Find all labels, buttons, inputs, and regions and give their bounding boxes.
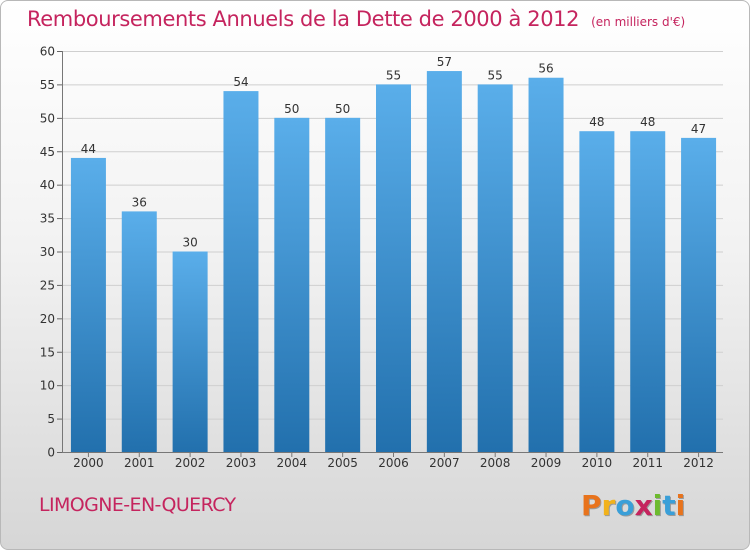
x-axis: 2000 2001 2002 2003 2004 2005 2006 2007 2008 2009… <box>62 452 723 470</box>
logo-letter: t <box>662 489 676 522</box>
bar-value-label: 56 <box>538 62 553 76</box>
bar-value-label: 36 <box>132 195 147 209</box>
bar <box>579 131 615 452</box>
y-tick-label: 15 <box>40 345 55 359</box>
bar-value-label: 55 <box>386 68 401 82</box>
y-tick-label: 35 <box>40 212 55 226</box>
bar-value-label: 50 <box>335 102 350 116</box>
x-tick-label: 2001 <box>124 456 155 470</box>
chart-title: Remboursements Annuels de la Dette de 20… <box>27 7 685 31</box>
bar-value-label: 54 <box>233 75 248 89</box>
x-tick-label: 2012 <box>683 456 714 470</box>
y-tick-label: 55 <box>40 78 55 92</box>
bar <box>630 131 666 452</box>
bar <box>681 137 717 452</box>
bar <box>274 117 310 452</box>
y-tick-label: 45 <box>40 145 55 159</box>
bar <box>70 157 106 452</box>
logo-letter: o <box>615 489 635 522</box>
y-tick-label: 50 <box>40 111 55 125</box>
bar-value-label: 30 <box>182 236 197 250</box>
bar <box>376 84 411 453</box>
x-tick-label: 2007 <box>429 456 460 470</box>
x-tick-label: 2005 <box>327 456 358 470</box>
bar-value-label: 44 <box>81 142 96 156</box>
bars: 44 36 30 54 50 50 55 57 55 56 48 48 47 <box>70 55 717 453</box>
logo-letter: i <box>675 489 686 522</box>
logo-letter: P <box>581 489 602 522</box>
x-tick-label: 2004 <box>277 456 308 470</box>
x-tick-label: 2003 <box>226 456 257 470</box>
y-tick-label: 25 <box>40 278 55 292</box>
logo-letter: r <box>601 489 616 522</box>
bar <box>528 77 564 452</box>
y-axis: 0 5 10 15 20 25 30 35 40 45 50 55 60 <box>40 45 63 460</box>
bar-chart: 0 5 10 15 20 25 30 35 40 45 50 55 60 44 36 30 54 50 50 55 5… <box>40 45 723 470</box>
proxiti-logo[interactable]: Proxiti <box>581 489 685 522</box>
town-name: LIMOGNE-EN-QUERCY <box>39 494 236 516</box>
bar <box>121 211 157 452</box>
bar-value-label: 48 <box>640 115 655 129</box>
title-unit: (en milliers d'€) <box>591 15 686 29</box>
y-tick-label: 10 <box>40 379 55 393</box>
y-tick-label: 30 <box>40 245 55 259</box>
x-tick-label: 2002 <box>175 456 206 470</box>
bar <box>426 71 462 453</box>
x-tick-label: 2000 <box>73 456 104 470</box>
x-tick-label: 2006 <box>378 456 409 470</box>
bar <box>325 117 361 452</box>
bar-value-label: 55 <box>488 68 503 82</box>
bar <box>172 251 208 452</box>
x-tick-label: 2010 <box>582 456 613 470</box>
bar-value-label: 57 <box>437 55 452 69</box>
y-tick-label: 40 <box>40 178 55 192</box>
y-tick-label: 0 <box>47 446 55 460</box>
y-tick-label: 20 <box>40 312 55 326</box>
x-tick-label: 2008 <box>480 456 511 470</box>
bar-value-label: 48 <box>589 115 604 129</box>
bar <box>223 91 259 452</box>
y-tick-label: 60 <box>40 45 55 59</box>
bar <box>477 84 513 453</box>
x-tick-label: 2009 <box>531 456 562 470</box>
logo-letter: x <box>634 489 653 522</box>
logo-letter: i <box>652 489 663 522</box>
x-tick-label: 2011 <box>632 456 663 470</box>
title-text: Remboursements Annuels de la Dette de 20… <box>27 7 580 31</box>
bar-value-label: 47 <box>691 122 706 136</box>
bar-value-label: 50 <box>284 102 299 116</box>
y-tick-label: 5 <box>47 412 55 426</box>
